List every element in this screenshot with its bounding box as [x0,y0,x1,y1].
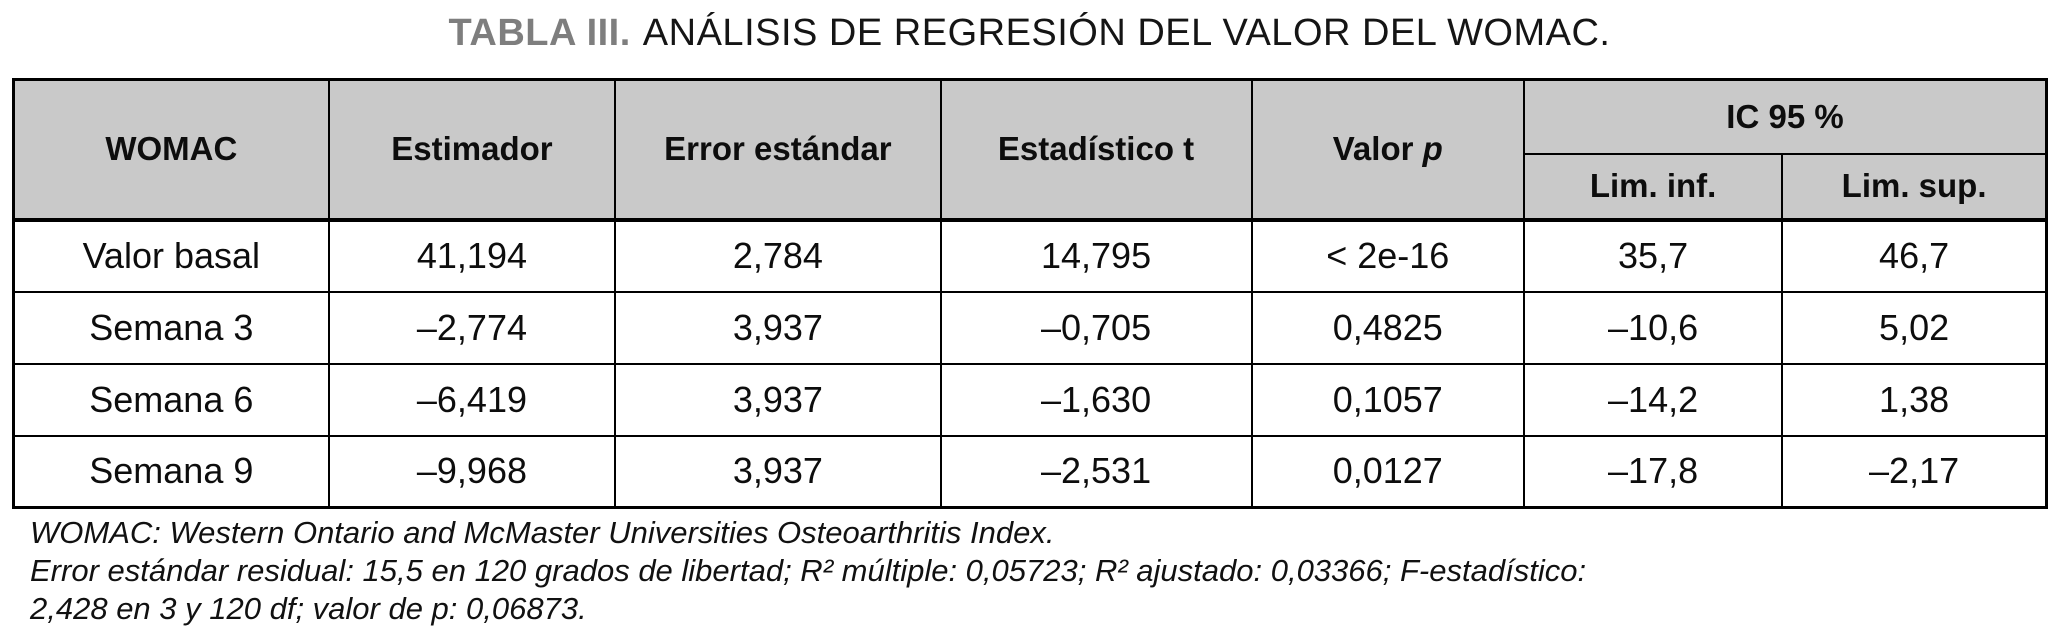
table-row-semana-6: Semana 6 –6,419 3,937 –1,630 0,1057 –14,… [12,362,2048,437]
table-cell: 0,1057 [1250,362,1525,437]
row-label: Semana 3 [12,290,330,365]
header-row-top: WOMAC Estimador Error estándar Estadísti… [12,78,2048,221]
header-valor-p-symbol: p [1422,130,1443,168]
table-cell: –17,8 [1522,434,1784,509]
table-cell: 14,795 [939,217,1253,293]
table-title: TABLA III. ANÁLISIS DE REGRESIÓN DEL VALO… [0,12,2059,55]
table-cell: 0,0127 [1250,434,1525,509]
header-row-sub: Lim. inf. Lim. sup. [14,152,2048,221]
table-cell: 0,4825 [1250,290,1525,365]
header-womac: WOMAC [12,78,330,221]
table-cell: –14,2 [1522,362,1784,437]
table-row-semana-3: Semana 3 –2,774 3,937 –0,705 0,4825 –10,… [12,290,2048,365]
table-cell: –9,968 [327,434,617,509]
header-estimador: Estimador [327,78,617,221]
table-cell: –2,774 [327,290,617,365]
row-label: Valor basal [12,217,330,293]
header-lim-sup: Lim. sup. [1781,152,2048,221]
table-cell: 35,7 [1522,217,1784,293]
header-lim-inf: Lim. inf. [1522,152,1784,221]
footnote-regression-stats-line2: 2,428 en 3 y 120 df; valor de p: 0,06873… [30,591,587,626]
table-cell: –10,6 [1522,290,1784,365]
table-row-valor-basal: Valor basal 41,194 2,784 14,795 < 2e-16 … [12,217,2048,293]
row-label: Semana 6 [12,362,330,437]
table-cell: 1,38 [1781,362,2048,437]
table-cell: 46,7 [1781,217,2048,293]
table-cell: –2,531 [939,434,1253,509]
table-cell: –0,705 [939,290,1253,365]
header-estadistico-t: Estadístico t [939,78,1253,221]
table-cell: 3,937 [614,362,942,437]
table-cell: 41,194 [327,217,617,293]
footnote-regression-stats-line1: Error estándar residual: 15,5 en 120 gra… [30,553,1587,588]
header-valor-p: Valor p [1250,78,1525,221]
footnotes: WOMAC: Western Ontario and McMaster Univ… [30,514,2020,628]
table-title-label: TABLA III. [448,12,631,54]
table-cell: –6,419 [327,362,617,437]
table-title-text: ANÁLISIS DE REGRESIÓN DEL VALOR DEL WOMA… [642,12,1611,54]
row-label: Semana 9 [12,434,330,509]
table-body: Valor basal 41,194 2,784 14,795 < 2e-16 … [12,217,2048,509]
table-cell: 3,937 [614,434,942,509]
header-error-estandar: Error estándar [614,78,942,221]
table-cell: 2,784 [614,217,942,293]
table-cell: –1,630 [939,362,1253,437]
regression-table: WOMAC Estimador Error estándar Estadísti… [12,78,2048,509]
table-cell: < 2e-16 [1250,217,1525,293]
footnote-womac-definition: WOMAC: Western Ontario and McMaster Univ… [30,515,1055,550]
table-cell: –2,17 [1781,434,2048,509]
table-row-semana-9: Semana 9 –9,968 3,937 –2,531 0,0127 –17,… [12,434,2048,509]
table-header: WOMAC Estimador Error estándar Estadísti… [12,78,2048,221]
table-cell: 3,937 [614,290,942,365]
table-cell: 5,02 [1781,290,2048,365]
header-valor-p-prefix: Valor [1332,130,1414,168]
header-ic-95: IC 95 % [1522,78,2048,155]
